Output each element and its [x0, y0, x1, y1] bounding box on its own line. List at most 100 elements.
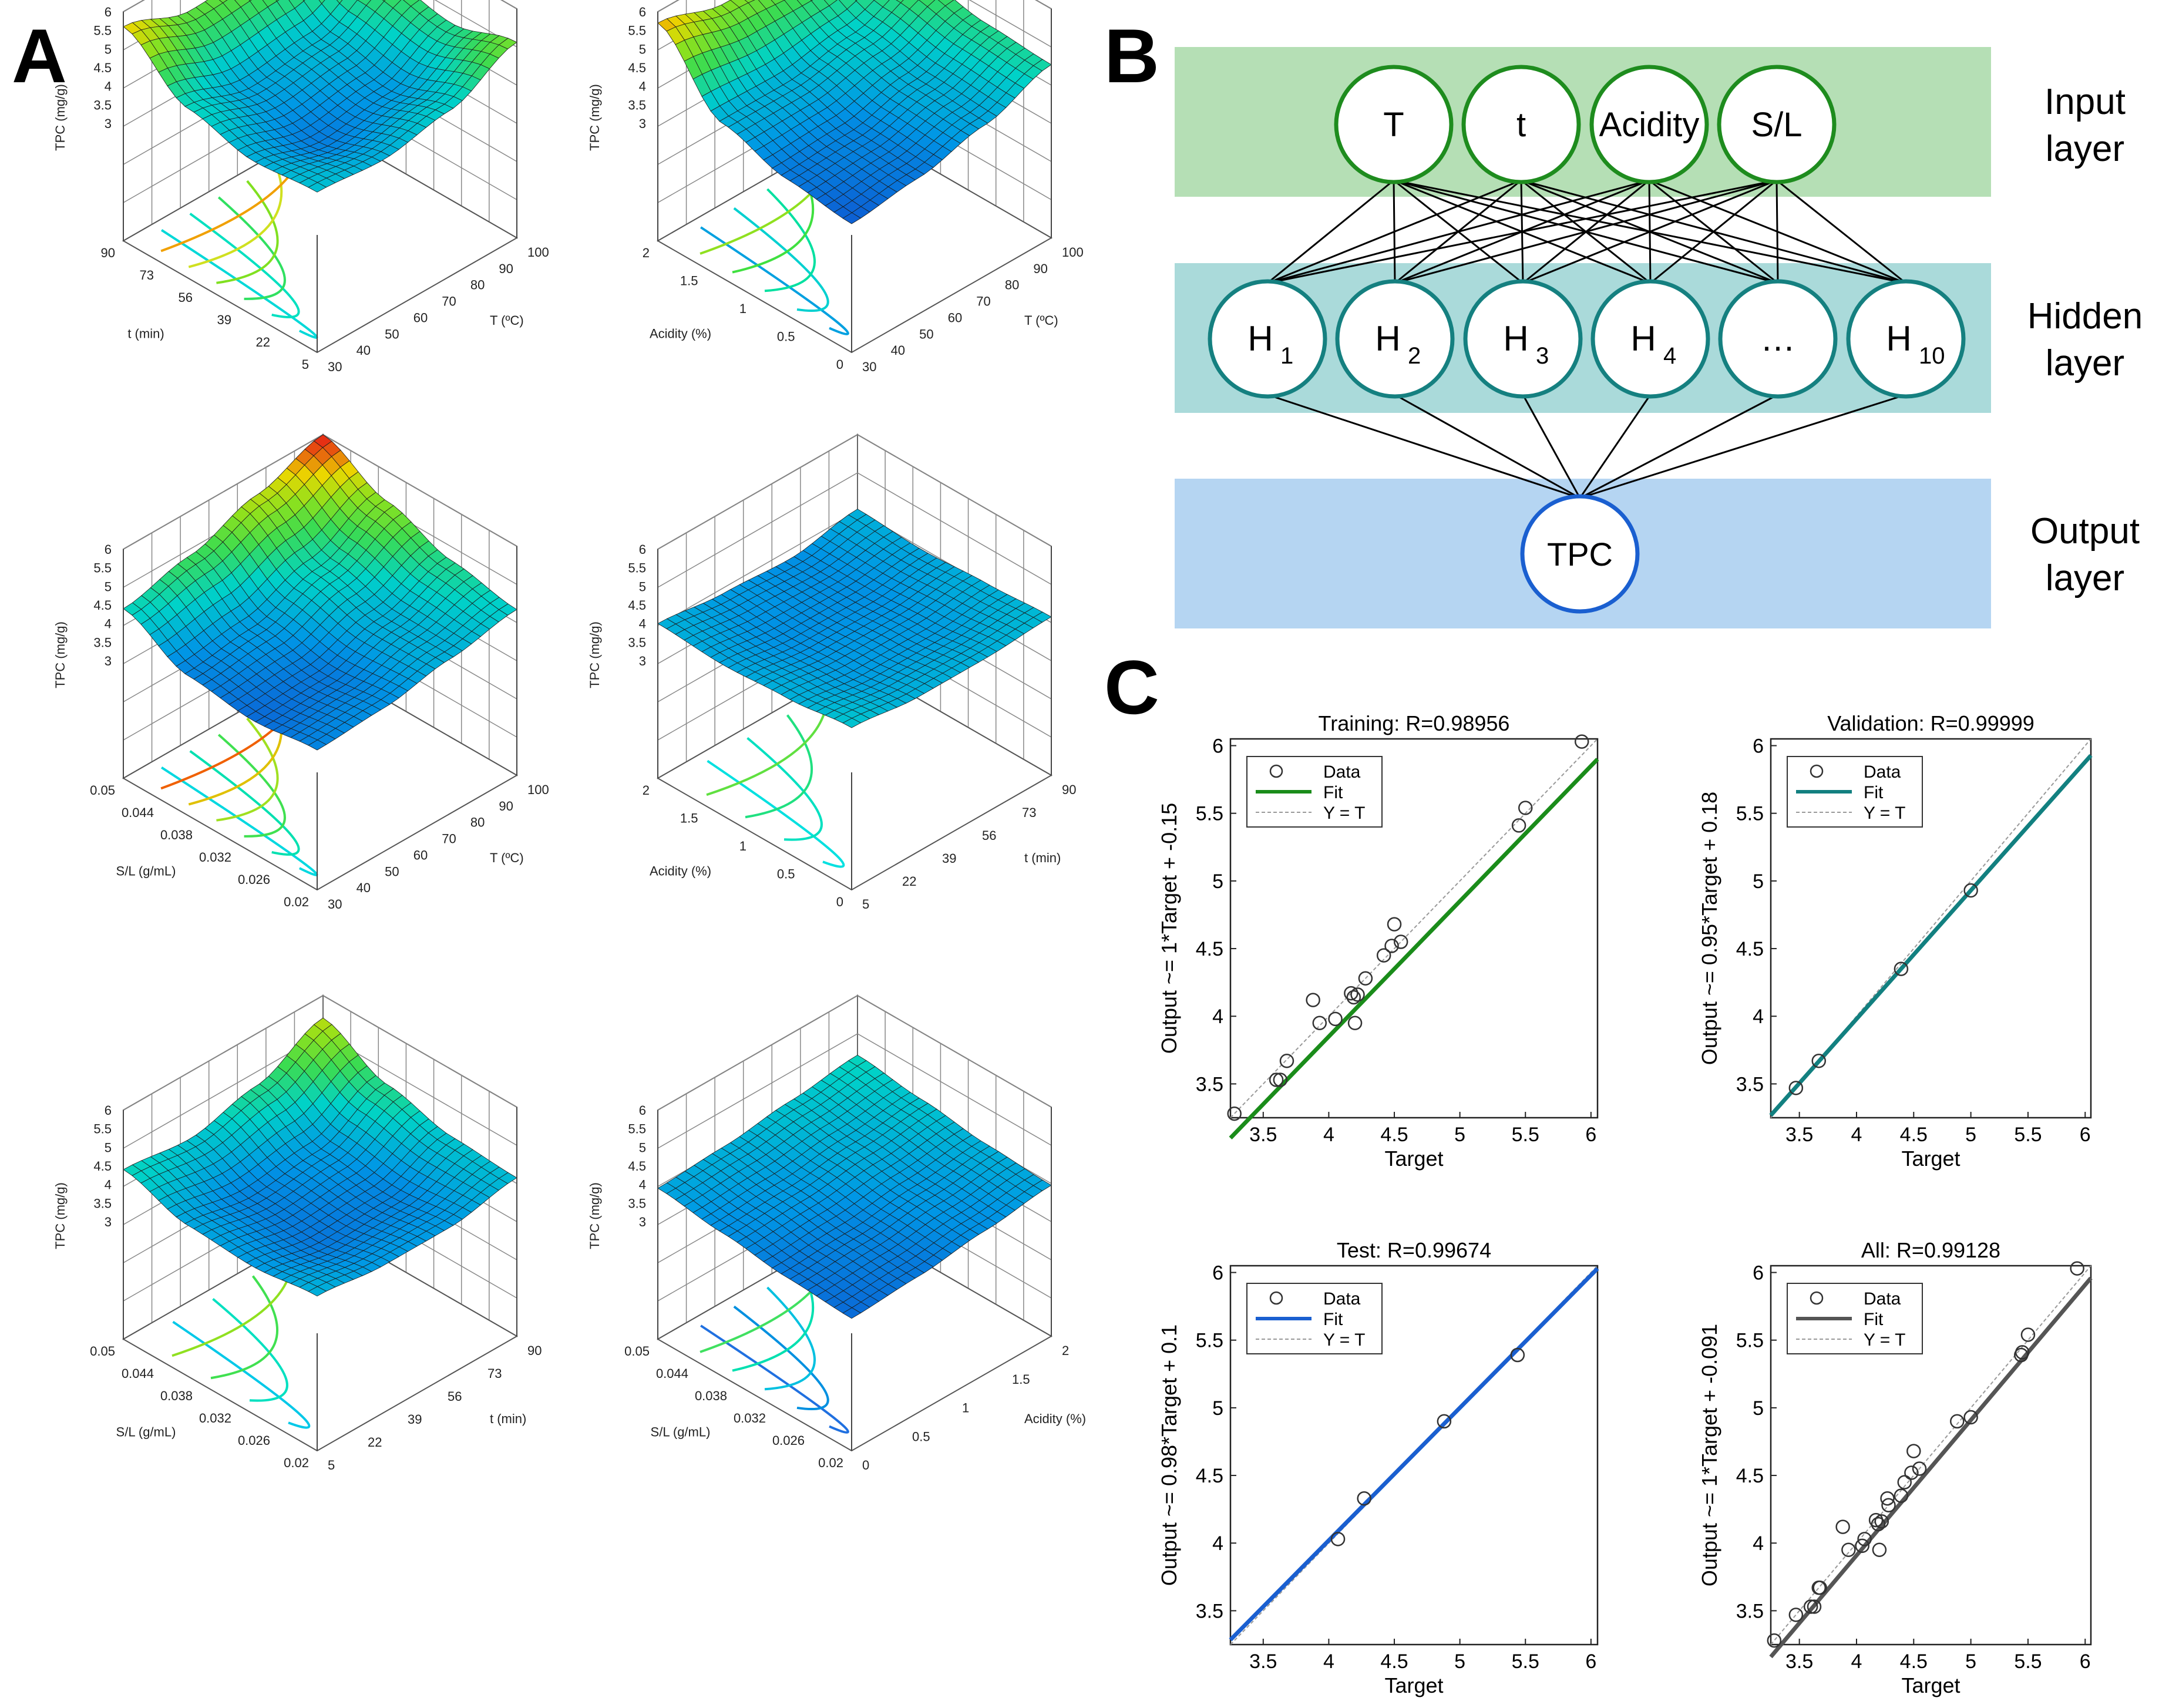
x-tick-label: 70 — [442, 832, 456, 846]
contour-line — [172, 1320, 311, 1429]
legend-fit-label: Fit — [1864, 1310, 1884, 1329]
input-node-label: S/L — [1751, 106, 1802, 144]
x-tick-label: 6 — [1585, 1124, 1596, 1146]
connection-line — [1267, 179, 1650, 284]
wall-grid-line — [857, 995, 1052, 1108]
hidden-node-label: H — [1375, 319, 1400, 358]
x-tick-label: 90 — [499, 799, 513, 813]
connections — [1267, 179, 1906, 499]
surface-facet — [842, 1307, 862, 1319]
connection-line — [1650, 179, 1777, 284]
data-point — [1897, 1475, 1912, 1490]
data-point — [1330, 1532, 1346, 1546]
y-tick-label: 5.5 — [1736, 803, 1764, 825]
connection-line — [1394, 179, 1777, 284]
surface-facet — [318, 0, 325, 4]
y-tick-label: 0.5 — [777, 867, 795, 882]
data-point — [2015, 1345, 2030, 1360]
output-node — [1520, 494, 1640, 614]
data-point — [1841, 1542, 1856, 1557]
legend-data-label: Data — [1323, 762, 1361, 782]
y-tick-label: 0.044 — [122, 805, 154, 820]
z-tick-label: 4.5 — [93, 60, 112, 75]
data-point — [1894, 1488, 1909, 1503]
data-point — [1347, 1016, 1363, 1030]
wall-grid-line — [857, 1033, 1052, 1146]
wall-grid-line — [657, 434, 858, 550]
plot-title: Test: R=0.99674 — [1337, 1238, 1491, 1262]
y-tick-label: 4.5 — [1196, 1465, 1223, 1487]
surface-plot: 6 5.5 5 4.5 4 3.5 3 TPC (mg/g) 5 22 39 56 73 90 t (min… — [587, 433, 1076, 912]
contour-line — [217, 734, 286, 838]
wall-grid-line — [657, 510, 858, 626]
y-tick-label: 1.5 — [680, 811, 698, 826]
x-axis-label: Target — [1901, 1673, 1960, 1697]
y-tick-label: 4 — [1212, 1532, 1223, 1555]
x-tick-label: 4 — [1851, 1650, 1862, 1673]
surface-mesh — [123, 434, 517, 751]
x-tick-label: 100 — [1062, 245, 1084, 260]
hidden-node — [1335, 279, 1455, 399]
connection-line — [1394, 394, 1580, 499]
data-point — [1511, 818, 1526, 833]
data-point — [1963, 1410, 1978, 1425]
z-axis-label: TPC (mg/g) — [53, 1182, 68, 1249]
legend-data-marker — [1269, 764, 1283, 778]
y-tick-label: 0.044 — [122, 1366, 154, 1381]
z-tick-label: 5.5 — [93, 1122, 112, 1137]
z-tick-label: 3 — [639, 654, 646, 668]
x-tick-label: 60 — [948, 310, 962, 325]
x-tick-label: 100 — [527, 245, 549, 260]
x-tick-label: 80 — [470, 278, 485, 292]
wall-grid-line — [857, 472, 1052, 585]
surface-facet — [308, 739, 327, 751]
data-point — [1387, 917, 1402, 932]
surface-facet — [896, 0, 904, 4]
fit-line — [1229, 1267, 1599, 1642]
z-tick-label: 4.5 — [628, 60, 646, 75]
x-tick-label: 40 — [357, 880, 371, 895]
connection-line — [1579, 394, 1906, 499]
z-tick-label: 5 — [105, 1140, 112, 1155]
hidden-node — [1718, 279, 1838, 399]
y-tick-label: 4.5 — [1736, 938, 1764, 960]
data-point — [2070, 1261, 2084, 1276]
x-tick-label: 5.5 — [2014, 1124, 2042, 1146]
x-tick-label: 30 — [862, 359, 876, 374]
x-tick-label: 80 — [470, 815, 485, 830]
surface-mesh — [657, 509, 1052, 728]
z-tick-label: 4 — [639, 1178, 646, 1192]
y-tick-label: 22 — [256, 335, 270, 349]
surface-mesh — [657, 0, 1052, 224]
x-tick-label: 70 — [976, 294, 990, 309]
data-point — [1880, 1491, 1895, 1506]
data-point — [1881, 1498, 1896, 1512]
y-axis-label: Output ~= 0.95*Target + 0.18 — [1697, 792, 1721, 1065]
data-point — [1437, 1414, 1452, 1429]
x-axis-label: t (min) — [1024, 850, 1061, 865]
x-tick-label: 80 — [1005, 278, 1019, 292]
data-point — [1807, 1599, 1822, 1614]
z-tick-label: 5 — [639, 579, 646, 594]
y-tick-label: 5 — [1212, 1397, 1223, 1420]
y-axis-label: Acidity (%) — [650, 864, 711, 879]
plot-title: All: R=0.99128 — [1861, 1238, 2000, 1262]
connection-line — [1267, 179, 1777, 284]
connection-line — [1267, 179, 1394, 284]
x-tick-label: 3.5 — [1249, 1650, 1277, 1673]
surface-plot: 6 5.5 5 4.5 4 3.5 3 TPC (mg/g) 5 22 39 56 73 90 t (min… — [53, 994, 542, 1472]
data-point — [1358, 971, 1373, 986]
x-axis-label: T (ºC) — [490, 313, 524, 328]
x-tick-label: 56 — [448, 1389, 462, 1404]
panel-label-c: C — [1104, 644, 1159, 730]
hidden-node-subscript: 4 — [1663, 343, 1676, 369]
wall-grid-line — [322, 995, 517, 1108]
y-tick-label: 0 — [836, 895, 843, 909]
fit-line — [1769, 1276, 2093, 1659]
y-tick-label: 0.026 — [238, 1433, 270, 1448]
legend-data-label: Data — [1864, 762, 1901, 782]
legend-data-marker — [1810, 1291, 1824, 1305]
z-tick-label: 3.5 — [93, 97, 112, 112]
y-axis-label: Output ~= 0.98*Target + 0.1 — [1157, 1324, 1181, 1586]
y-tick-label: 5 — [302, 357, 309, 372]
